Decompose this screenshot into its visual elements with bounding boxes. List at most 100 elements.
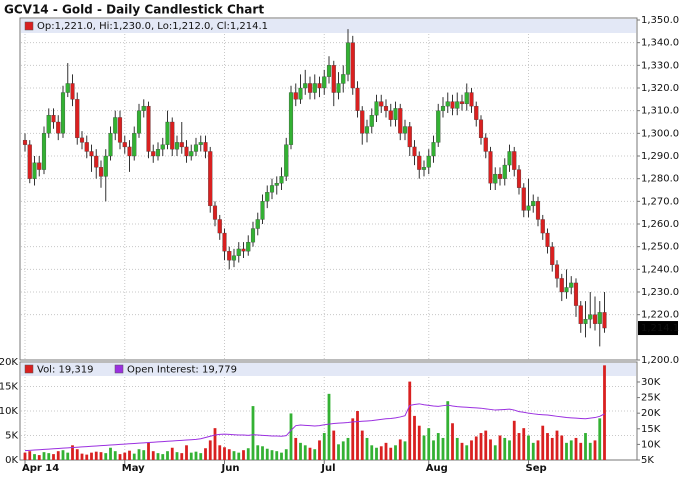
volume-bar: [280, 452, 283, 460]
candle-body: [113, 117, 118, 134]
volume-bar: [227, 449, 231, 460]
candle-body: [117, 117, 123, 143]
candle-body: [431, 142, 436, 157]
chart-title: GCV14 - Gold - Daily Candlestick Chart: [4, 3, 264, 17]
volume-bar: [61, 450, 65, 460]
volume-bar: [161, 454, 165, 460]
volume-bar: [132, 453, 136, 460]
candle-body: [41, 133, 47, 170]
y-tick-label: 1,270.0: [641, 196, 679, 207]
candle-body: [336, 83, 341, 93]
candle-body: [345, 42, 351, 75]
candle-body: [79, 137, 85, 143]
volume-bar: [417, 425, 421, 460]
candle-body: [141, 105, 146, 111]
candle-body: [393, 108, 398, 120]
volume-bar: [389, 447, 393, 460]
volume-bar: [199, 453, 203, 460]
volume-bar: [90, 452, 93, 460]
candle-body: [326, 65, 332, 77]
volume-bar: [185, 445, 188, 460]
volume-bar: [204, 448, 207, 460]
candle-body: [179, 142, 184, 148]
volume-bar: [427, 428, 431, 460]
volume-bar: [265, 448, 269, 460]
candle-body: [255, 219, 260, 229]
candle-body: [60, 92, 66, 134]
volume-bar: [251, 406, 255, 460]
candle-body: [588, 314, 593, 320]
volume-bar: [123, 452, 127, 460]
candle-body: [274, 183, 279, 186]
volume-bar: [465, 445, 469, 460]
candle-body: [350, 42, 355, 89]
y-tick-label: 5K: [5, 431, 18, 442]
volume-bar: [546, 433, 549, 460]
candle-body: [151, 151, 156, 157]
y-tick-label: 1,230.0: [641, 287, 679, 298]
volume-bar: [137, 449, 141, 460]
candle-body: [260, 201, 265, 220]
candle-body: [550, 246, 555, 265]
candle-body: [293, 92, 298, 100]
candle-body: [227, 251, 232, 261]
candle-body: [374, 101, 379, 116]
y2-tick-label: 10K: [641, 439, 661, 450]
candle-body: [478, 119, 484, 139]
volume-bar: [128, 450, 131, 460]
y-tick-label: 1,300.0: [641, 128, 679, 139]
volume-bar: [256, 445, 260, 460]
y-tick-label: 1,220.0: [641, 310, 679, 321]
volume-bar: [246, 448, 250, 460]
volume-bar: [603, 365, 606, 460]
candle-body: [502, 164, 507, 179]
volume-bar: [99, 452, 103, 460]
x-tick-label: Aug: [426, 463, 448, 474]
volume-bar: [56, 451, 60, 460]
y-tick-label: 1,280.0: [641, 174, 679, 185]
candle-body: [469, 92, 474, 107]
candle-body: [51, 115, 56, 123]
candle-body: [507, 151, 512, 166]
volume-bar: [327, 393, 331, 460]
candle-body: [312, 83, 317, 93]
volume-bar: [85, 454, 89, 460]
candle-body: [84, 142, 89, 152]
volume-bar: [413, 415, 416, 460]
volume-bar: [517, 433, 521, 460]
x-tick-label: Sep: [526, 463, 547, 474]
volume-bar: [170, 447, 174, 460]
volume-bar: [175, 452, 179, 460]
y-tick-label: 1,350.0: [641, 15, 679, 26]
candle-body: [426, 155, 431, 168]
volume-bar: [379, 446, 383, 460]
legend-label: Vol: 19,319: [37, 365, 94, 376]
volume-bar: [441, 437, 445, 460]
volume-bar: [52, 454, 55, 460]
candle-body: [493, 173, 498, 184]
x-tick-label: Jul: [320, 463, 335, 474]
candle-body: [170, 121, 175, 150]
candle-body: [459, 101, 465, 105]
candle-body: [155, 149, 161, 157]
candle-body: [512, 151, 517, 170]
y-tick-label: 1,260.0: [641, 219, 679, 230]
candle-body: [146, 105, 151, 152]
candle-body: [94, 155, 99, 168]
candle-body: [540, 219, 545, 234]
volume-bar: [75, 449, 79, 460]
candle-body: [602, 312, 607, 329]
candle-body: [212, 205, 218, 220]
candle-body: [222, 232, 227, 252]
candle-body: [193, 144, 199, 152]
volume-bar: [189, 452, 193, 460]
candle-body: [497, 173, 503, 179]
volume-bar: [232, 451, 236, 460]
volume-bar: [360, 430, 364, 460]
candle-body: [241, 248, 246, 252]
price-legend: Op:1,221.0, Hi:1,230.0, Lo:1,212.0, Cl:1…: [37, 21, 268, 32]
candle-body: [545, 232, 550, 247]
volume-bar: [166, 451, 169, 460]
volume-bar: [531, 442, 535, 460]
